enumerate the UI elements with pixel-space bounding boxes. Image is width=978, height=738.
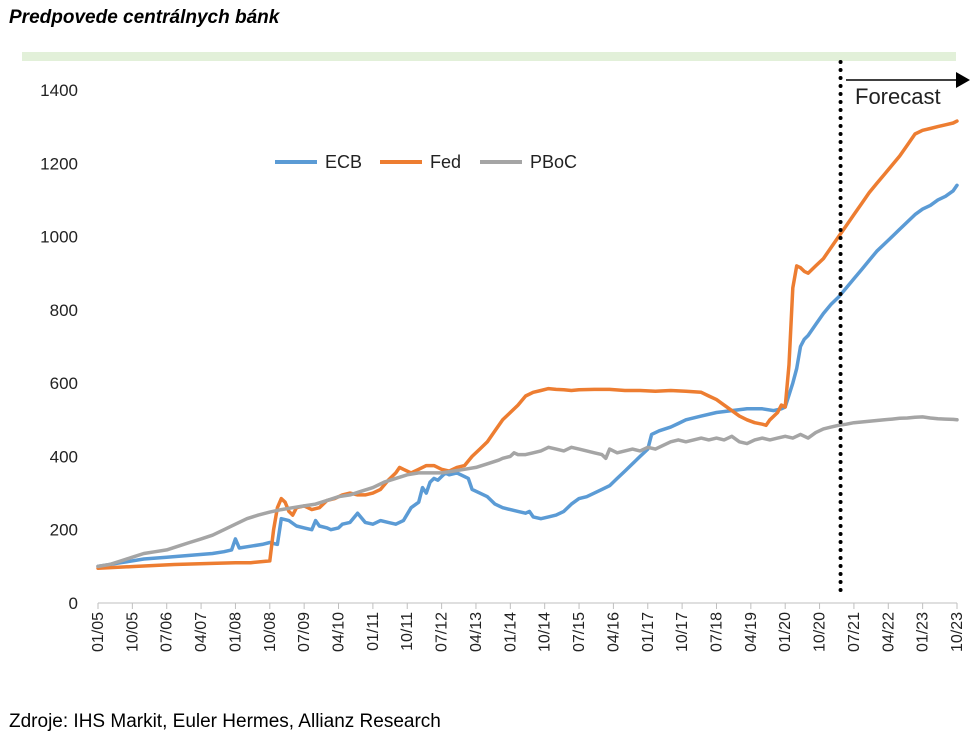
x-tick-label: 10/20 xyxy=(812,612,829,652)
series-line-fed xyxy=(96,119,959,570)
x-tick-label: 01/11 xyxy=(365,612,382,651)
forecast-arrow-head xyxy=(956,72,970,88)
x-tick-label: 04/22 xyxy=(880,612,897,652)
x-tick-label: 07/09 xyxy=(296,612,313,652)
x-tick-label: 07/18 xyxy=(708,612,725,652)
x-tick-label: 07/06 xyxy=(159,612,176,652)
x-tick-label: 10/17 xyxy=(674,612,691,652)
forecast-label: Forecast xyxy=(855,84,941,109)
source-note: Zdroje: IHS Markit, Euler Hermes, Allian… xyxy=(9,711,441,732)
x-tick-label: 07/12 xyxy=(434,612,451,652)
series-line-pboc xyxy=(96,415,959,569)
legend-label-ecb: ECB xyxy=(325,152,362,172)
x-tick-label: 04/13 xyxy=(468,612,485,652)
x-tick-label: 01/20 xyxy=(777,612,794,652)
x-tick-label: 07/15 xyxy=(571,612,588,652)
legend-label-pboc: PBoC xyxy=(530,152,577,172)
x-tick-label: 04/10 xyxy=(331,612,348,652)
x-tick-label: 01/08 xyxy=(227,612,244,652)
legend-label-fed: Fed xyxy=(430,152,461,172)
x-tick-label: 01/23 xyxy=(915,612,932,652)
x-tick-label: 10/23 xyxy=(949,612,966,652)
y-tick-label: 1200 xyxy=(40,154,78,173)
x-tick-label: 10/05 xyxy=(124,612,141,652)
y-tick-label: 800 xyxy=(50,301,78,320)
plot-top-band xyxy=(22,52,956,61)
y-tick-label: 200 xyxy=(50,521,78,540)
series-layer xyxy=(96,119,959,570)
x-tick-label: 10/08 xyxy=(262,612,279,652)
y-tick-label: 0 xyxy=(69,594,78,613)
x-tick-label: 10/14 xyxy=(537,612,554,652)
x-tick-label: 04/16 xyxy=(605,612,622,652)
x-tick-label: 10/11 xyxy=(399,612,416,651)
x-tick-label: 07/21 xyxy=(846,612,863,652)
legend: ECB Fed PBoC xyxy=(275,152,577,172)
x-axis: 01/05 10/05 07/06 04/07 01/08 10/08 07/09 04/10… xyxy=(90,602,966,652)
x-tick-label: 01/14 xyxy=(502,612,519,652)
x-tick-label: 04/19 xyxy=(743,612,760,652)
chart-title: Predpovede centrálnych bánk xyxy=(9,7,280,28)
series-line-ecb xyxy=(96,183,959,569)
y-tick-label: 400 xyxy=(50,447,78,466)
x-tick-label: 01/17 xyxy=(640,612,657,652)
y-tick-label: 600 xyxy=(50,374,78,393)
y-tick-label: 1000 xyxy=(40,228,78,247)
y-tick-label: 1400 xyxy=(40,81,78,100)
y-axis: 0 200 400 600 800 1000 1200 1400 xyxy=(40,81,78,613)
forecast-marker: Forecast xyxy=(838,60,970,600)
x-tick-label: 01/05 xyxy=(90,612,107,652)
x-tick-label: 04/07 xyxy=(193,612,210,652)
